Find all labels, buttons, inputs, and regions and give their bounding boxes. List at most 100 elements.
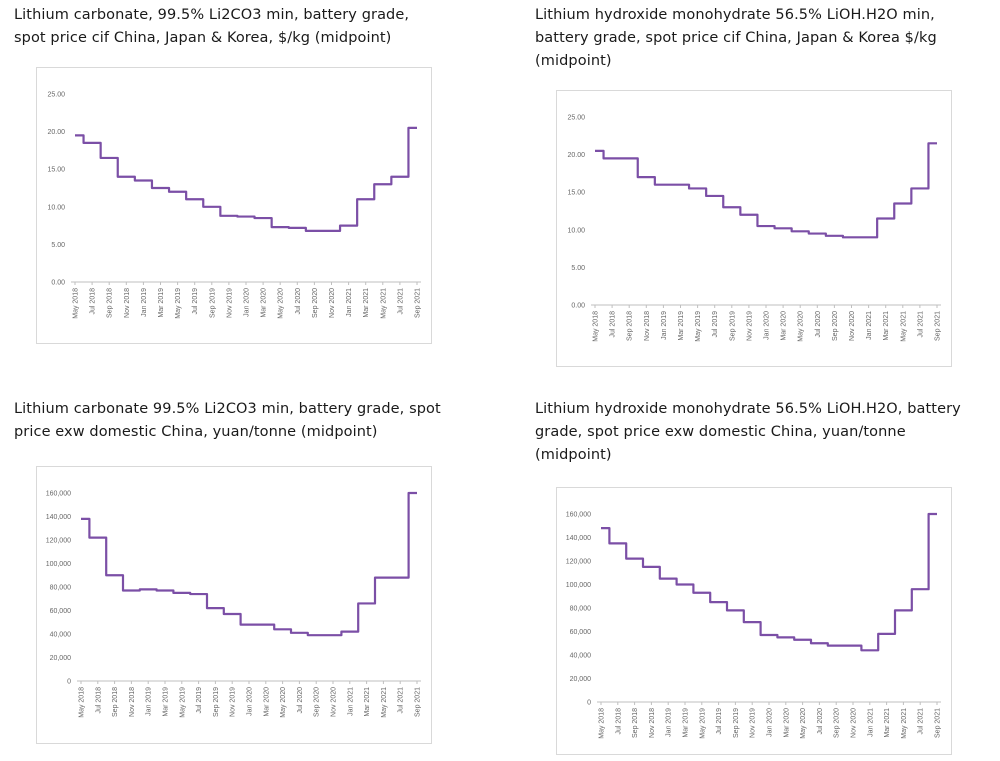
y-tick-label: 40,000 xyxy=(570,653,592,660)
x-tick-label: Nov 2019 xyxy=(226,288,233,318)
x-tick-label: Jan 2020 xyxy=(767,708,774,737)
chart-1-title: Lithium carbonate, 99.5% Li2CO3 min, bat… xyxy=(14,7,410,46)
x-tick-label: Jul 2021 xyxy=(918,708,925,735)
y-tick-label: 60,000 xyxy=(50,608,72,615)
x-tick-label: Sep 2021 xyxy=(415,687,422,717)
x-tick-label: May 2018 xyxy=(593,311,600,342)
x-tick-label: May 2020 xyxy=(278,288,285,319)
x-tick-label: Jan 2021 xyxy=(867,708,874,737)
chart-3-frame: 0 20,000 40,000 60,000 80,000 100,000 120,000 1… xyxy=(36,466,432,744)
chart-3-plot: 0 20,000 40,000 60,000 80,000 100,000 120,000 1… xyxy=(46,491,422,718)
y-tick-label: 20,000 xyxy=(570,676,592,683)
x-tick-label: Jan 2020 xyxy=(764,311,771,340)
x-tick-label: Mar 2020 xyxy=(263,687,270,717)
x-tick-label: Jul 2019 xyxy=(196,687,203,714)
x-tick-label: Sep 2018 xyxy=(112,687,119,717)
x-tick-label: Nov 2020 xyxy=(851,708,858,738)
x-tick-label: May 2019 xyxy=(695,311,702,342)
y-tick-label: 15.00 xyxy=(567,190,585,197)
x-tick-label: Sep 2018 xyxy=(107,288,114,318)
chart-1-frame: 0.00 5.00 10.00 15.00 20.00 25.00 May 2018 Jul … xyxy=(36,67,432,344)
y-tick-label: 0.00 xyxy=(571,303,585,310)
x-tick-label: May 2018 xyxy=(73,288,80,319)
chart-2-title: Lithium hydroxide monohydrate 56.5% LiOH… xyxy=(535,7,937,69)
y-tick-label: 25.00 xyxy=(47,92,65,99)
x-tick-label: Sep 2020 xyxy=(314,687,321,717)
x-tick-label: Nov 2020 xyxy=(849,311,856,341)
x-tick-label: May 2019 xyxy=(175,288,182,319)
x-tick-label: Jan 2019 xyxy=(141,288,148,317)
chart-4-title: Lithium hydroxide monohydrate 56.5% LiOH… xyxy=(535,401,961,463)
y-tick-label: 100,000 xyxy=(46,561,71,568)
x-tick-label: Nov 2019 xyxy=(750,708,757,738)
x-tick-label: Mar 2019 xyxy=(683,708,690,738)
x-tick-label: Sep 2021 xyxy=(935,708,942,738)
x-tick-label: Jul 2020 xyxy=(295,288,302,315)
x-tick-label: Jul 2018 xyxy=(610,311,617,338)
y-tick-label: 120,000 xyxy=(566,559,591,566)
y-tick-label: 0 xyxy=(67,679,71,686)
x-tick-label: Jul 2020 xyxy=(817,708,824,735)
y-tick-label: 160,000 xyxy=(566,512,591,519)
y-tick-label: 10.00 xyxy=(567,227,585,234)
x-tick-label: Mar 2021 xyxy=(364,687,371,717)
x-tick-label: Jul 2021 xyxy=(397,288,404,315)
y-tick-label: 80,000 xyxy=(50,585,72,592)
x-tick-label: Nov 2018 xyxy=(124,288,131,318)
x-tick-label: Nov 2020 xyxy=(329,288,336,318)
x-tick-label: Mar 2021 xyxy=(883,311,890,341)
x-tick-label: Jul 2018 xyxy=(90,288,97,315)
y-tick-label: 80,000 xyxy=(570,606,592,613)
x-tick-label: May 2020 xyxy=(798,311,805,342)
x-tick-label: Sep 2020 xyxy=(832,311,839,341)
x-tick-label: Mar 2019 xyxy=(678,311,685,341)
y-tick-label: 160,000 xyxy=(46,491,71,498)
y-tick-label: 40,000 xyxy=(50,632,72,639)
y-tick-label: 15.00 xyxy=(47,167,65,174)
x-tick-label: Nov 2019 xyxy=(230,687,237,717)
x-tick-label: Nov 2019 xyxy=(746,311,753,341)
x-tick-label: Mar 2020 xyxy=(781,311,788,341)
x-tick-label: Jul 2019 xyxy=(716,708,723,735)
x-tick-label: Jul 2021 xyxy=(398,687,405,714)
chart-4-plot: 0 20,000 40,000 60,000 80,000 100,000 120,000 1… xyxy=(566,512,942,739)
series-line xyxy=(75,126,417,232)
x-tick-label: May 2019 xyxy=(179,687,186,718)
x-tick-label: Sep 2021 xyxy=(935,311,942,341)
x-tick-label: Sep 2019 xyxy=(213,687,220,717)
x-tick-label: Jul 2020 xyxy=(815,311,822,338)
x-tick-label: Jul 2019 xyxy=(712,311,719,338)
y-tick-label: 140,000 xyxy=(46,514,71,521)
x-tick-label: May 2021 xyxy=(901,708,908,739)
x-tick-label: Sep 2020 xyxy=(312,288,319,318)
x-tick-label: Jan 2019 xyxy=(146,687,153,716)
x-tick-label: Nov 2020 xyxy=(331,687,338,717)
series-line xyxy=(81,491,417,637)
x-tick-label: Sep 2018 xyxy=(627,311,634,341)
y-tick-label: 100,000 xyxy=(566,582,591,589)
x-tick-label: Jan 2021 xyxy=(346,288,353,317)
x-tick-label: Mar 2021 xyxy=(884,708,891,738)
x-tick-label: Nov 2018 xyxy=(644,311,651,341)
x-tick-label: May 2020 xyxy=(800,708,807,739)
y-tick-label: 20.00 xyxy=(567,152,585,159)
x-tick-label: Mar 2019 xyxy=(158,288,165,318)
x-tick-label: May 2021 xyxy=(380,288,387,319)
x-tick-label: Mar 2019 xyxy=(163,687,170,717)
y-tick-label: 20,000 xyxy=(50,655,72,662)
y-tick-label: 120,000 xyxy=(46,538,71,545)
chart-3-title: Lithium carbonate 99.5% Li2CO3 min, batt… xyxy=(14,401,441,440)
x-tick-label: Sep 2019 xyxy=(209,288,216,318)
x-tick-label: Jul 2018 xyxy=(615,708,622,735)
y-tick-label: 0.00 xyxy=(51,280,65,287)
x-tick-label: Mar 2020 xyxy=(783,708,790,738)
x-tick-label: Jan 2021 xyxy=(866,311,873,340)
y-tick-label: 20.00 xyxy=(47,129,65,136)
x-tick-label: Jan 2020 xyxy=(247,687,254,716)
x-tick-label: May 2020 xyxy=(280,687,287,718)
x-tick-label: Jul 2020 xyxy=(297,687,304,714)
x-tick-label: Jul 2021 xyxy=(917,311,924,338)
x-tick-label: Jan 2019 xyxy=(666,708,673,737)
x-tick-label: May 2018 xyxy=(79,687,86,718)
x-tick-label: May 2021 xyxy=(381,687,388,718)
